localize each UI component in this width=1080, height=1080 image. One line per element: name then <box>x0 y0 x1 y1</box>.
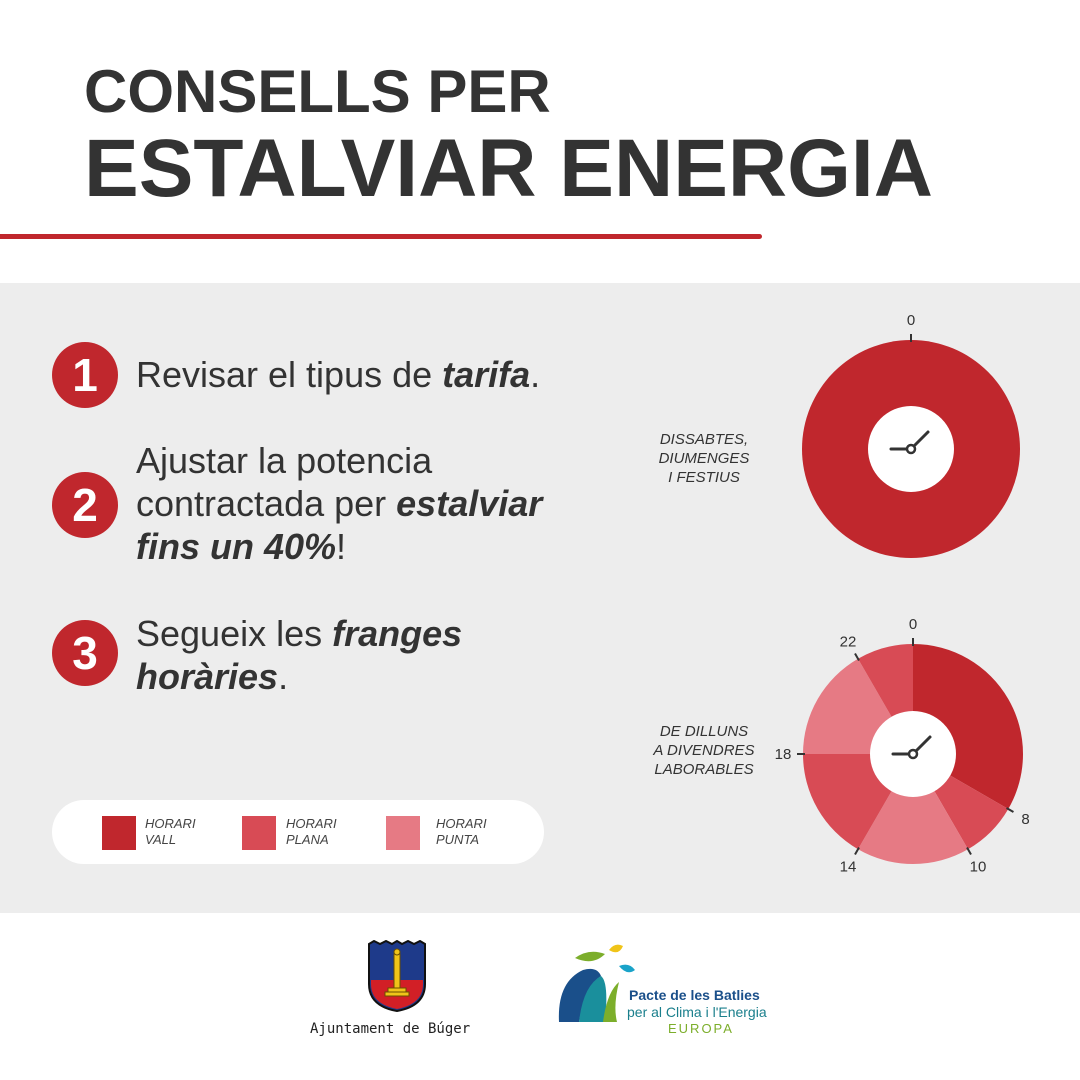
legend-swatch-plana <box>242 816 276 850</box>
tip-2-line-2: contractada per estalviar <box>136 482 542 525</box>
tip-3-line-2-end: . <box>278 656 289 697</box>
tip-2: Ajustar la potencia contractada per esta… <box>136 439 542 568</box>
tip-1-text: Revisar el tipus de <box>136 354 443 395</box>
title-underline <box>0 234 762 239</box>
legend-label-vall: HORARI VALL <box>145 816 225 848</box>
weekday-label-line-1: DE DILLUNS <box>659 723 749 740</box>
tip-2-line-3-bold: fins un 40% <box>136 526 337 567</box>
tip-2-line-2-bold: estalviar <box>396 483 543 524</box>
tip-2-line-3-end: ! <box>336 526 347 567</box>
tip-3: Segueix les franges horàries. <box>136 612 462 698</box>
tip-2-line-2-text: contractada per <box>136 483 397 524</box>
tip-2-line-3: fins un 40%! <box>136 525 542 568</box>
pacte-batlies-logo <box>558 944 635 1022</box>
legend: HORARI VALL HORARI PLANA HORARI PUNTA <box>52 800 544 864</box>
legend-label-punta: HORARI PUNTA <box>436 816 516 848</box>
legend-label-plana: HORARI PLANA <box>286 816 366 848</box>
tip-number-1: 1 <box>52 342 118 408</box>
ajuntament-name: Ajuntament de Búger <box>310 1021 471 1037</box>
legend-swatch-vall <box>102 816 136 850</box>
tip-3-line-2: horàries. <box>136 655 462 698</box>
weekday-label-line-3: LABORABLES <box>654 761 754 778</box>
ajuntament-coat-of-arms-logo <box>368 940 426 1012</box>
legend-swatch-punta <box>386 816 420 850</box>
tip-number-2: 2 <box>52 472 118 538</box>
tip-1-bold: tarifa <box>442 354 531 395</box>
weekend-label-line-2: DIUMENGES <box>658 450 750 467</box>
tip-1: Revisar el tipus de tarifa. <box>136 353 540 396</box>
pacte-line-1: Pacte de les Batlies <box>629 987 760 1003</box>
weekend-label-line-3: I FESTIUS <box>668 469 740 486</box>
tip-3-line-1-bold: franges <box>332 613 463 654</box>
weekday-label: DE DILLUNS A DIVENDRES LABORABLES <box>638 722 770 779</box>
title-line-1: CONSELLS PER <box>84 58 551 125</box>
tip-3-line-2-bold: horàries <box>136 656 279 697</box>
pacte-line-2: per al Clima i l'Energia <box>627 1004 767 1020</box>
tip-2-line-1: Ajustar la potencia <box>136 440 433 481</box>
tip-3-line-1: Segueix les franges <box>136 612 462 655</box>
title-line-2: ESTALVIAR ENERGIA <box>84 123 933 214</box>
weekend-label-line-1: DISSABTES, <box>659 431 749 448</box>
legend-vall-line-1: HORARI <box>145 816 196 831</box>
weekend-label: DISSABTES, DIUMENGES I FESTIUS <box>640 430 768 487</box>
legend-plana-line-2: PLANA <box>286 832 329 847</box>
legend-vall-line-2: VALL <box>145 832 177 847</box>
legend-plana-line-1: HORARI <box>286 816 337 831</box>
tip-number-3: 3 <box>52 620 118 686</box>
pacte-line-3: EUROPA <box>668 1021 734 1036</box>
legend-punta-line-1: HORARI <box>436 816 487 831</box>
tip-1-end: . <box>530 354 541 395</box>
tip-3-line-1-text: Segueix les <box>136 613 333 654</box>
weekday-label-line-2: A DIVENDRES <box>653 742 755 759</box>
legend-punta-line-2: PUNTA <box>436 832 480 847</box>
